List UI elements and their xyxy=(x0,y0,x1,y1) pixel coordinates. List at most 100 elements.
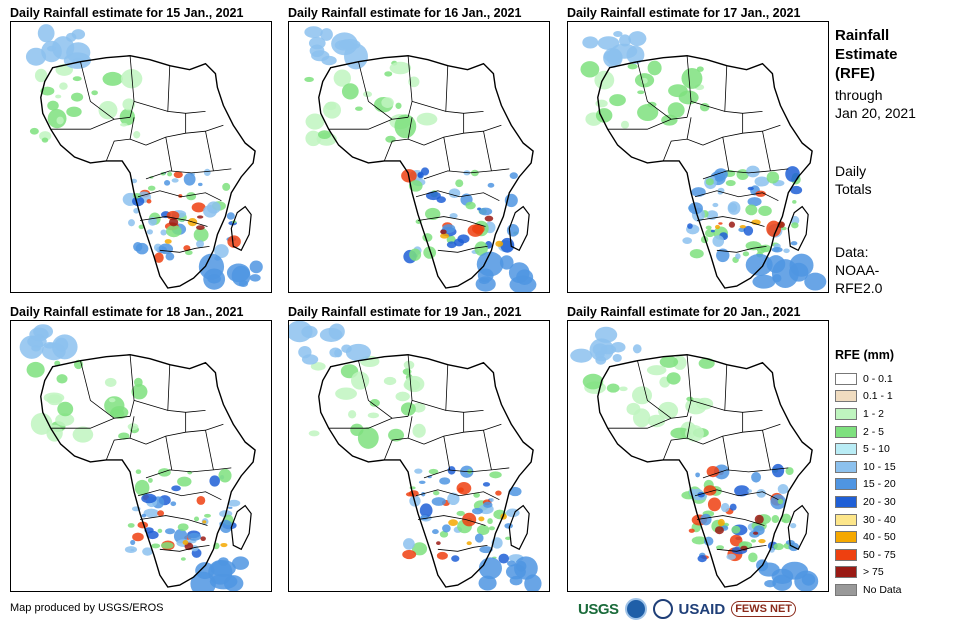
noaa-logo-icon xyxy=(624,598,647,620)
rain-cell xyxy=(141,493,157,504)
rain-cell xyxy=(718,222,723,225)
light-rain-area xyxy=(134,377,143,387)
country-border xyxy=(129,117,135,140)
coastline xyxy=(40,55,256,289)
rain-cell xyxy=(424,207,441,220)
rain-cell xyxy=(165,252,175,261)
country-border xyxy=(423,467,510,479)
light-rain-area xyxy=(55,413,75,426)
ocean-rain-band xyxy=(51,334,78,360)
light-rain-area xyxy=(627,63,638,70)
rain-cell xyxy=(206,201,221,214)
ocean-rain-band xyxy=(597,36,620,50)
country-border xyxy=(205,430,214,470)
ocean-rain-band xyxy=(612,353,622,363)
rain-cell xyxy=(137,521,149,529)
rain-cell xyxy=(504,523,513,529)
legend-label: 0.1 - 1 xyxy=(863,390,893,403)
light-rain-area xyxy=(647,60,662,76)
coastline xyxy=(597,55,813,289)
light-rain-area xyxy=(120,122,128,127)
rain-cell xyxy=(751,472,762,483)
map-canvas xyxy=(25,24,263,290)
rain-cell xyxy=(209,475,220,487)
rain-cell xyxy=(750,539,757,543)
map-canvas xyxy=(570,326,819,591)
light-rain-area xyxy=(39,131,52,141)
legend-label: > 75 xyxy=(863,566,884,579)
rain-cell xyxy=(171,178,179,183)
rain-cell xyxy=(474,241,488,256)
rain-cell xyxy=(712,235,725,247)
usgs-logo: USGS xyxy=(578,600,619,618)
heavy-rain-cell xyxy=(754,514,764,524)
rain-cell xyxy=(138,224,145,230)
light-rain-area xyxy=(118,432,130,440)
legend-label: 30 - 40 xyxy=(863,513,896,526)
country-border xyxy=(407,416,413,439)
country-border xyxy=(702,423,781,445)
through-label: through xyxy=(835,87,883,103)
country-border xyxy=(722,137,730,171)
country-border xyxy=(137,190,222,202)
legend-label: 2 - 5 xyxy=(863,425,885,438)
rain-cell xyxy=(433,490,440,496)
rain-cell xyxy=(482,482,491,487)
ocean-rain-band xyxy=(570,348,593,363)
rain-cell xyxy=(777,484,789,495)
rain-cell xyxy=(474,533,484,543)
country-border xyxy=(159,544,210,552)
country-border xyxy=(445,65,484,114)
country-border xyxy=(165,436,173,470)
panel-title: Daily Rainfall estimate for 20 Jan., 202… xyxy=(567,305,801,319)
country-border xyxy=(165,137,173,171)
light-rain-area xyxy=(369,399,380,407)
country-border xyxy=(686,55,692,118)
legend-swatch xyxy=(835,531,857,544)
rainfall-map xyxy=(567,21,829,293)
country-border xyxy=(383,437,425,461)
legend-swatch xyxy=(835,460,857,473)
rain-cell xyxy=(436,196,446,204)
light-rain-area xyxy=(384,71,393,77)
light-rain-area xyxy=(41,137,49,143)
heavy-rain-cell xyxy=(466,541,472,546)
legend-item: 0 - 0.1 xyxy=(835,370,945,388)
ocean-rain-band xyxy=(772,274,782,283)
light-rain-area xyxy=(668,84,688,98)
rain-cell xyxy=(132,532,144,542)
rain-cell xyxy=(173,171,183,179)
rain-cell xyxy=(777,498,784,505)
ocean-rain-band xyxy=(514,556,538,580)
map-credit: Map produced by USGS/EROS xyxy=(10,602,164,614)
rain-cell xyxy=(419,503,433,518)
light-rain-area xyxy=(59,82,68,90)
light-rain-area xyxy=(383,376,397,386)
data-line: Data: xyxy=(835,244,869,260)
ocean-rain-band xyxy=(478,557,502,580)
light-rain-area xyxy=(34,68,48,83)
rfe-title: Rainfall Estimate (RFE) xyxy=(835,26,898,83)
light-rain-area xyxy=(66,106,82,117)
country-border xyxy=(716,544,767,552)
rain-cell xyxy=(743,225,754,236)
legend-swatch xyxy=(835,495,857,508)
rain-cell xyxy=(154,252,164,263)
legend-swatch xyxy=(835,390,857,403)
legend-label: 1 - 2 xyxy=(863,407,885,420)
country-border xyxy=(145,168,232,180)
light-rain-area xyxy=(110,405,129,419)
rain-cell xyxy=(483,501,493,508)
heavy-rain-cell xyxy=(202,520,207,524)
legend-swatch xyxy=(835,583,857,596)
rain-cell xyxy=(160,229,167,236)
light-rain-area xyxy=(325,101,337,111)
ocean-rain-band xyxy=(475,276,496,292)
light-rain-area xyxy=(127,423,139,431)
agency-logos: USGS USAID FEWS NET xyxy=(578,596,830,622)
rain-cell xyxy=(158,243,174,255)
heavy-rain-cell xyxy=(714,526,724,535)
country-border xyxy=(423,423,502,445)
rain-cell xyxy=(135,469,142,475)
country-border xyxy=(105,437,147,461)
